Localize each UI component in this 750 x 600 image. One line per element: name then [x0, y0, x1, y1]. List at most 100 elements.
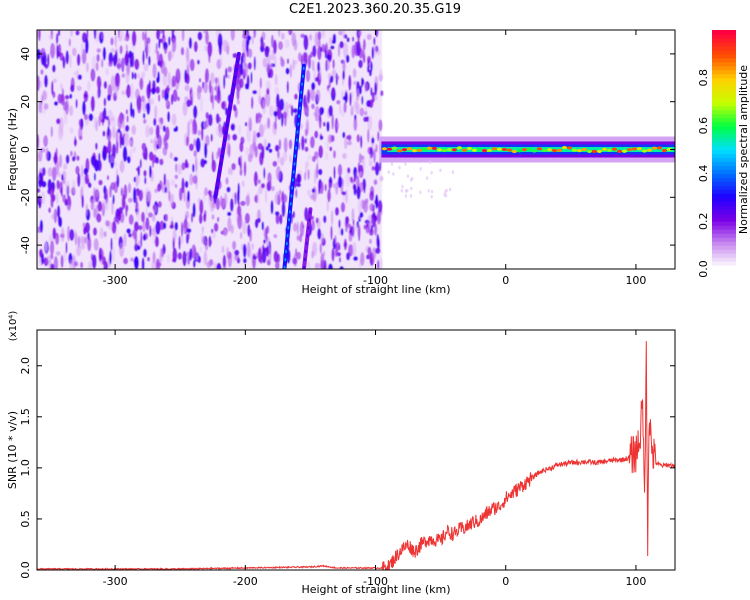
noise-speckle [60, 187, 63, 197]
noise-speckle [42, 90, 47, 101]
carrier-peak [526, 147, 532, 151]
noise-speckle [161, 89, 166, 99]
noise-speckle [342, 30, 346, 40]
noise-speckle [158, 122, 163, 130]
noise-speckle [289, 64, 293, 78]
noise-speckle [171, 257, 176, 263]
noise-speckle [215, 126, 220, 136]
carrier-tail [439, 168, 442, 173]
noise-speckle [348, 74, 352, 91]
noise-speckle [251, 35, 254, 45]
noise-speckle [104, 146, 109, 155]
noise-speckle [352, 36, 355, 42]
noise-speckle [279, 214, 283, 225]
noise-speckle [114, 32, 117, 48]
noise-speckle [203, 250, 208, 266]
noise-speckle [193, 41, 198, 53]
noise-speckle [253, 30, 257, 39]
noise-speckle [205, 112, 209, 119]
colorbar-segment [712, 261, 736, 266]
colorbar-segment [712, 257, 736, 262]
noise-speckle [369, 190, 375, 201]
noise-speckle [314, 169, 317, 184]
noise-speckle [247, 48, 253, 58]
noise-speckle [250, 71, 253, 84]
noise-speckle [208, 79, 212, 94]
noise-speckle [230, 123, 235, 131]
noise-speckle [307, 155, 312, 160]
noise-speckle [76, 244, 82, 257]
noise-speckle [84, 236, 87, 245]
noise-speckle [154, 236, 159, 248]
noise-speckle [320, 232, 324, 244]
noise-speckle [304, 128, 308, 137]
noise-speckle [142, 99, 148, 113]
noise-speckle [61, 174, 64, 181]
colorbar-segment [712, 85, 736, 91]
noise-speckle [363, 38, 366, 51]
noise-speckle [76, 53, 81, 66]
noise-speckle [196, 84, 201, 101]
noise-speckle [240, 136, 245, 145]
noise-speckle [53, 208, 58, 224]
noise-speckle [40, 191, 46, 205]
noise-speckle [81, 194, 84, 208]
noise-speckle [215, 197, 220, 210]
noise-speckle [199, 199, 204, 215]
noise-speckle [152, 80, 156, 93]
noise-speckle [229, 168, 233, 175]
noise-speckle [45, 259, 49, 265]
noise-speckle [70, 150, 73, 157]
noise-speckle [377, 131, 380, 142]
noise-speckle [117, 30, 120, 38]
noise-speckle [300, 33, 306, 39]
noise-speckle [334, 207, 340, 216]
noise-speckle [215, 30, 219, 38]
x-tick-label: -300 [103, 274, 128, 287]
noise-speckle [323, 215, 327, 224]
noise-speckle [171, 79, 175, 88]
noise-speckle [126, 30, 129, 35]
noise-speckle [51, 81, 54, 96]
noise-speckle [276, 156, 282, 163]
colorbar-segment [712, 169, 736, 174]
noise-speckle [247, 62, 252, 70]
y-axis-label: SNR (10 * v/v) [6, 411, 19, 489]
noise-speckle [215, 82, 218, 93]
noise-speckle [286, 104, 289, 120]
noise-speckle [105, 67, 109, 76]
noise-speckle [315, 163, 319, 179]
y-tick-label: 1.0 [19, 459, 32, 477]
noise-speckle [222, 39, 228, 52]
noise-speckle [93, 172, 96, 181]
noise-speckle [92, 227, 98, 236]
noise-speckle [143, 170, 147, 177]
noise-speckle [102, 130, 106, 137]
noise-field [37, 30, 384, 269]
noise-speckle [163, 222, 167, 230]
noise-speckle [80, 42, 84, 55]
noise-speckle [112, 194, 115, 205]
noise-speckle [148, 190, 151, 205]
noise-speckle [177, 96, 180, 102]
noise-speckle [123, 233, 127, 247]
noise-speckle [325, 46, 329, 51]
frequency-feature-core-0 [214, 53, 240, 198]
noise-speckle [169, 152, 173, 159]
noise-speckle [360, 252, 365, 266]
carrier-peak [456, 146, 462, 150]
noise-speckle [247, 224, 251, 237]
noise-speckle [143, 63, 149, 72]
noise-speckle [371, 166, 376, 171]
carrier-peak [426, 146, 432, 150]
noise-speckle [152, 63, 157, 79]
noise-speckle [225, 67, 228, 79]
noise-speckle [114, 161, 118, 168]
noise-speckle [125, 205, 128, 217]
noise-speckle [208, 47, 211, 64]
noise-speckle [181, 221, 183, 237]
noise-speckle [232, 240, 237, 250]
noise-speckle [337, 164, 343, 177]
noise-speckle [361, 95, 364, 105]
